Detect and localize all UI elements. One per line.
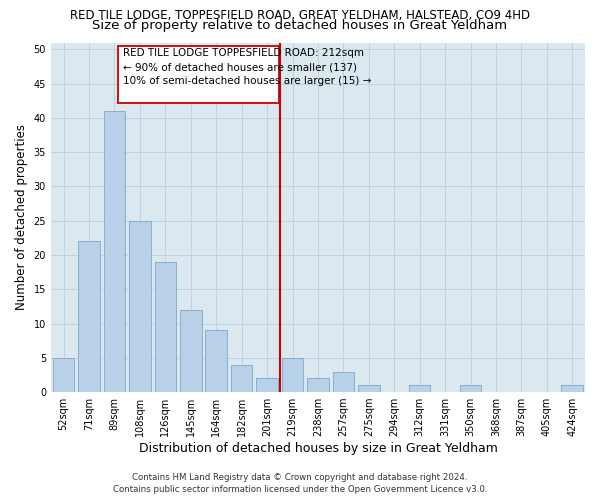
Bar [129, 220, 151, 392]
Bar [53, 358, 74, 392]
Bar [562, 385, 583, 392]
Bar [78, 242, 100, 392]
Text: Size of property relative to detached houses in Great Yeldham: Size of property relative to detached ho… [92, 19, 508, 32]
Bar [307, 378, 329, 392]
Bar [155, 262, 176, 392]
Text: RED TILE LODGE TOPPESFIELD ROAD: 212sqm
← 90% of detached houses are smaller (13: RED TILE LODGE TOPPESFIELD ROAD: 212sqm … [123, 48, 371, 86]
Bar [282, 358, 304, 392]
Bar [332, 372, 354, 392]
Bar [205, 330, 227, 392]
Text: RED TILE LODGE, TOPPESFIELD ROAD, GREAT YELDHAM, HALSTEAD, CO9 4HD: RED TILE LODGE, TOPPESFIELD ROAD, GREAT … [70, 9, 530, 22]
Bar [118, 46, 278, 103]
X-axis label: Distribution of detached houses by size in Great Yeldham: Distribution of detached houses by size … [139, 442, 497, 455]
Bar [460, 385, 481, 392]
Bar [104, 111, 125, 392]
Text: Contains HM Land Registry data © Crown copyright and database right 2024.
Contai: Contains HM Land Registry data © Crown c… [113, 473, 487, 494]
Bar [180, 310, 202, 392]
Bar [256, 378, 278, 392]
Bar [358, 385, 380, 392]
Bar [231, 364, 253, 392]
Bar [409, 385, 430, 392]
Y-axis label: Number of detached properties: Number of detached properties [15, 124, 28, 310]
